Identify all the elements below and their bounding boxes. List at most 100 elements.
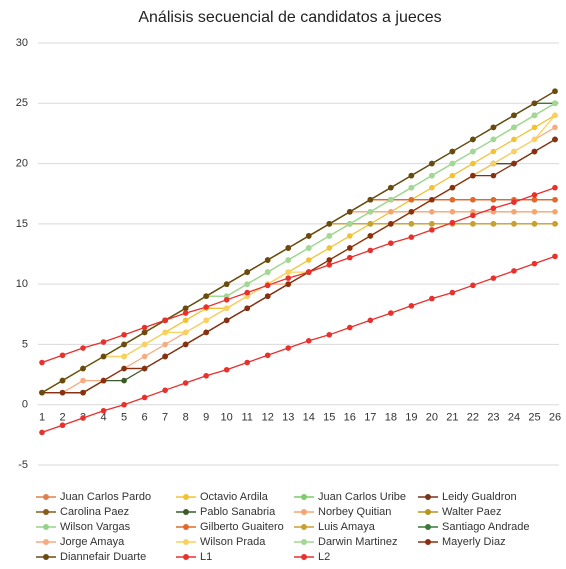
x-tick-label: 13	[282, 412, 294, 424]
point	[408, 234, 415, 240]
point	[121, 341, 127, 348]
point	[429, 172, 435, 179]
y-tick-label: -5	[18, 459, 28, 471]
point	[100, 353, 107, 360]
legend-label: Diannefair Duarte	[60, 551, 146, 563]
point	[121, 377, 127, 384]
point	[182, 317, 189, 324]
point	[511, 112, 517, 119]
point	[326, 262, 333, 268]
point	[408, 303, 415, 309]
point	[326, 221, 333, 227]
point	[305, 257, 312, 263]
point	[100, 339, 107, 345]
point	[552, 184, 558, 191]
point	[449, 172, 456, 179]
point	[326, 331, 333, 338]
x-tick-label: 19	[405, 412, 417, 424]
point	[490, 172, 497, 179]
y-tick-label: 30	[16, 37, 28, 49]
point	[511, 148, 517, 155]
point	[449, 289, 456, 296]
point	[244, 281, 250, 287]
series	[39, 184, 558, 366]
point	[470, 282, 476, 289]
series-line	[41, 255, 556, 434]
point	[121, 365, 127, 372]
point	[305, 245, 312, 251]
point	[367, 233, 374, 239]
legend-label: Norbey Quitian	[318, 506, 391, 518]
point	[264, 257, 271, 263]
point	[244, 359, 250, 366]
legend-swatch	[183, 554, 189, 560]
point	[285, 257, 292, 263]
y-tick-label: 20	[16, 157, 28, 169]
x-tick-label: 26	[549, 412, 561, 424]
point	[470, 160, 476, 167]
point	[347, 233, 353, 239]
point	[470, 148, 476, 155]
point	[39, 359, 45, 366]
point	[305, 233, 312, 239]
point	[531, 196, 538, 203]
legend-swatch	[43, 524, 49, 530]
x-tick-label: 5	[121, 412, 127, 424]
legend-swatch	[43, 509, 49, 515]
point	[80, 389, 86, 396]
point	[100, 377, 107, 384]
point	[367, 209, 374, 215]
point	[531, 209, 538, 215]
point	[490, 148, 497, 155]
series-line	[41, 90, 556, 394]
point	[552, 88, 558, 95]
point	[264, 293, 271, 300]
legend-swatch	[301, 539, 307, 545]
legend-swatch	[183, 509, 189, 515]
legend-label: Pablo Sanabria	[200, 506, 276, 518]
point	[285, 269, 292, 275]
point	[121, 353, 127, 360]
point	[162, 317, 168, 324]
x-tick-label: 18	[385, 412, 397, 424]
x-tick-label: 16	[344, 412, 356, 424]
point	[264, 352, 271, 359]
legend-label: Juan Carlos Uribe	[318, 491, 406, 503]
point	[511, 209, 517, 215]
x-tick-label: 23	[487, 412, 499, 424]
point	[223, 297, 230, 303]
legend-label: Luis Amaya	[318, 521, 376, 533]
point	[39, 429, 45, 436]
point	[121, 401, 127, 408]
legend-swatch	[43, 539, 49, 545]
series	[39, 88, 558, 396]
point	[162, 341, 168, 348]
legend-label: L2	[318, 551, 330, 563]
point	[203, 329, 209, 336]
point	[203, 304, 209, 310]
point	[347, 254, 353, 261]
point	[223, 317, 230, 324]
point	[429, 295, 435, 302]
chart-title: Análisis secuencial de candidatos a juec…	[138, 9, 441, 26]
legend-label: Wilson Prada	[200, 536, 266, 548]
point	[223, 305, 230, 312]
point	[449, 219, 456, 226]
point	[490, 221, 497, 227]
point	[470, 221, 476, 227]
point	[388, 240, 394, 246]
point	[531, 260, 538, 267]
legend-swatch	[425, 524, 431, 530]
point	[531, 136, 538, 143]
x-tick-label: 10	[221, 412, 233, 424]
point	[162, 387, 168, 394]
x-tick-label: 25	[528, 412, 540, 424]
point	[264, 282, 271, 289]
legend-label: Mayerly Diaz	[442, 536, 506, 548]
point	[490, 136, 497, 143]
point	[490, 160, 497, 167]
legend-label: Leidy Gualdron	[442, 491, 517, 503]
x-tick-label: 21	[446, 412, 458, 424]
point	[449, 148, 456, 155]
point	[182, 305, 189, 312]
